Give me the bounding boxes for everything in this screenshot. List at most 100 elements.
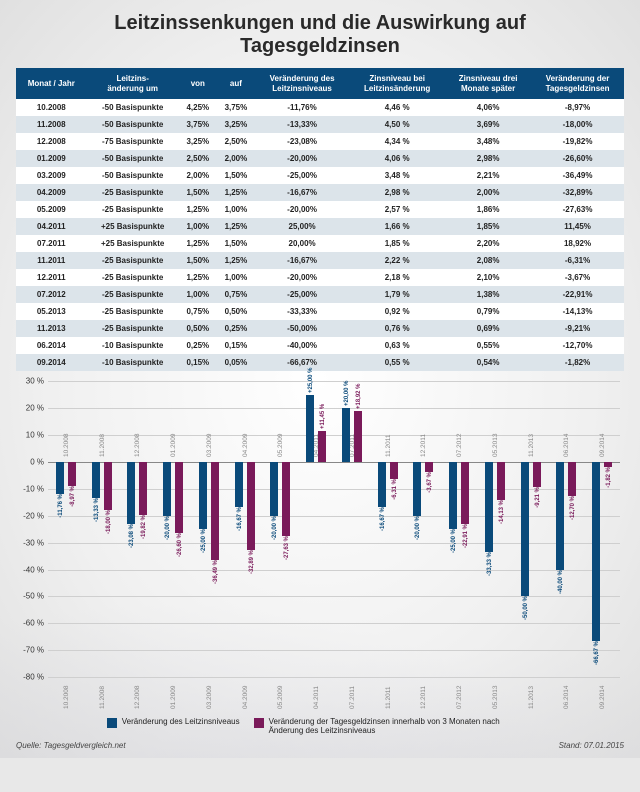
bar-b (568, 462, 576, 496)
table-cell: -26,60% (531, 150, 624, 167)
x-axis-top-label: 10.2008 (63, 433, 70, 457)
table-cell: 11,45% (531, 218, 624, 235)
table-row: 06.2014-10 Basispunkte0,25%0,15%-40,00%0… (16, 337, 624, 354)
x-axis-bottom-label: 05.2013 (492, 686, 499, 710)
x-axis-top-label: 03.2009 (206, 433, 213, 457)
bar-value-label: -22,91 % (463, 524, 469, 548)
table-cell: -9,21% (531, 320, 624, 337)
table-cell: 4,06% (445, 99, 531, 116)
chart-legend: Veränderung des Leitzinsniveaus Veränder… (16, 717, 624, 735)
bar-a (485, 462, 493, 552)
table-row: 10.2008-50 Basispunkte4,25%3,75%-11,76%4… (16, 99, 624, 116)
bar-b (211, 462, 219, 560)
bar-value-label: +25,00 % (308, 367, 314, 393)
x-axis-bottom-label: 06.2014 (563, 686, 570, 710)
table-cell: 25,00% (255, 218, 349, 235)
bar-a (270, 462, 278, 516)
bar-b (175, 462, 183, 534)
bar-b (68, 462, 76, 486)
bar-group: 01.200901.2009-20,00 %-26,60 % (155, 381, 191, 677)
table-cell: -25 Basispunkte (87, 286, 179, 303)
x-axis-bottom-label: 04.2009 (242, 686, 249, 710)
table-cell: 0,50% (179, 320, 217, 337)
table-cell: 4,50 % (349, 116, 445, 133)
table-cell: -12,70% (531, 337, 624, 354)
table-cell: -25,00% (255, 286, 349, 303)
table-cell: 2,21% (445, 167, 531, 184)
table-col-4: Veränderung desLeitzinsniveaus (255, 68, 349, 99)
bar-value-label: -26,60 % (177, 533, 183, 557)
bar-group: 06.201406.2014-40,00 %-12,70 % (549, 381, 585, 677)
table-cell: 3,69% (445, 116, 531, 133)
table-col-3: auf (217, 68, 255, 99)
table-cell: -10 Basispunkte (87, 354, 179, 371)
y-axis-label: 0 % (14, 457, 44, 466)
table-cell: -32,89% (531, 184, 624, 201)
bar-value-label: -1,82 % (606, 467, 612, 488)
table-cell: 0,69% (445, 320, 531, 337)
bar-value-label: -66,67 % (594, 641, 600, 665)
table-row: 05.2013-25 Basispunkte0,75%0,50%-33,33%0… (16, 303, 624, 320)
table-cell: 2,22 % (349, 252, 445, 269)
x-axis-top-label: 09.2014 (599, 433, 606, 457)
table-cell: 0,75% (217, 286, 255, 303)
bar-value-label: -16,67 % (380, 507, 386, 531)
table-cell: 3,25% (179, 133, 217, 150)
y-axis-label: -50 % (14, 592, 44, 601)
y-axis-label: 20 % (14, 404, 44, 413)
table-cell: 11.2011 (16, 252, 87, 269)
y-axis-label: 30 % (14, 377, 44, 386)
page-title: Leitzinssenkungen und die Auswirkung auf… (16, 12, 624, 58)
table-cell: -50,00% (255, 320, 349, 337)
table-cell: -16,67% (255, 184, 349, 201)
bar-value-label: -33,33 % (487, 552, 493, 576)
table-cell: 3,75% (217, 99, 255, 116)
bar-value-label: -50,00 % (523, 596, 529, 620)
table-cell: 0,63 % (349, 337, 445, 354)
table-cell: -25 Basispunkte (87, 201, 179, 218)
bar-a (127, 462, 135, 524)
table-cell: 1,25% (217, 184, 255, 201)
table-cell: -25 Basispunkte (87, 303, 179, 320)
y-axis-label: -80 % (14, 673, 44, 682)
bar-a (592, 462, 600, 641)
bar-value-label: -8,97 % (70, 486, 76, 507)
table-row: 01.2009-50 Basispunkte2,50%2,00%-20,00%4… (16, 150, 624, 167)
legend-label-b: Veränderung der Tagesgeldzinsen innerhal… (269, 717, 534, 735)
bar-b (139, 462, 147, 515)
table-row: 07.2012-25 Basispunkte1,00%0,75%-25,00%1… (16, 286, 624, 303)
table-cell: 0,15% (217, 337, 255, 354)
bar-group: 05.200905.2009-20,00 %-27,63 % (263, 381, 299, 677)
table-cell: 1,25% (217, 218, 255, 235)
legend-item-a: Veränderung des Leitzinsniveaus (107, 717, 240, 735)
bar-group: 10.200810.2008-11,76 %-8,97 % (48, 381, 84, 677)
table-cell: 1,25% (217, 252, 255, 269)
table-cell: 2,98 % (349, 184, 445, 201)
table-cell: 2,57 % (349, 201, 445, 218)
data-table: Monat / JahrLeitzins-änderung umvonaufVe… (16, 68, 624, 371)
bar-group: 09.201409.2014-66,67 %-1,82 % (584, 381, 620, 677)
x-axis-top-label: 11.2008 (99, 434, 106, 457)
x-axis-top-label: 11.2011 (385, 434, 392, 457)
bar-value-label: -20,00 % (415, 516, 421, 540)
bar-a (163, 462, 171, 516)
table-cell: -1,82% (531, 354, 624, 371)
table-cell: 10.2008 (16, 99, 87, 116)
data-table-wrapper: Monat / JahrLeitzins-änderung umvonaufVe… (16, 68, 624, 371)
table-row: 07.2011+25 Basispunkte1,25%1,50%20,00%1,… (16, 235, 624, 252)
table-cell: -50 Basispunkte (87, 116, 179, 133)
table-cell: 2,00% (445, 184, 531, 201)
bar-value-label: -20,00 % (272, 516, 278, 540)
bar-b (104, 462, 112, 510)
bars-container: 10.200810.2008-11,76 %-8,97 %11.200811.2… (48, 381, 620, 677)
x-axis-top-label: 04.2009 (242, 433, 249, 457)
y-axis-label: 10 % (14, 431, 44, 440)
chart-wrapper: -80 %-70 %-60 %-50 %-40 %-30 %-20 %-10 %… (16, 381, 624, 735)
table-cell: 05.2009 (16, 201, 87, 218)
bar-value-label: -12,70 % (570, 496, 576, 520)
bar-value-label: -11,76 % (58, 494, 64, 518)
x-axis-bottom-label: 01.2009 (170, 686, 177, 710)
table-cell: 1,85% (445, 218, 531, 235)
table-cell: -50 Basispunkte (87, 167, 179, 184)
table-cell: 1,00% (217, 269, 255, 286)
